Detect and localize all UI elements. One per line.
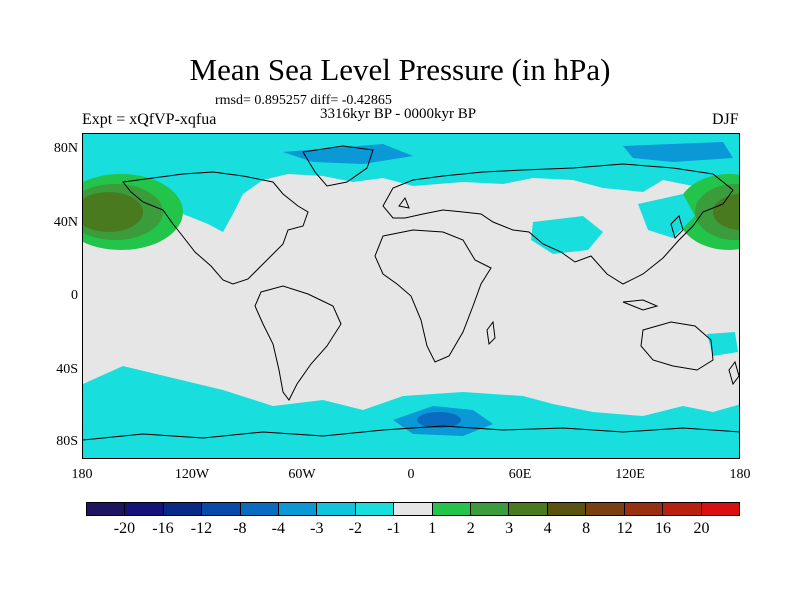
- north-pacific-high-west-core: [83, 192, 143, 232]
- africa-coast: [374, 229, 492, 363]
- australia-anomaly: [707, 332, 738, 356]
- colorbar-box: [163, 503, 203, 515]
- colorbar-label: 8: [582, 520, 591, 537]
- lon-label-120w: 120W: [174, 467, 210, 482]
- southern-ocean-anomaly: [83, 366, 739, 458]
- lon-label-120e: 120E: [615, 467, 645, 482]
- colorbar-box: [547, 503, 587, 515]
- colorbar-box: [701, 503, 739, 515]
- southern-ocean-anomaly-core: [417, 412, 461, 428]
- colorbar-box: [394, 503, 433, 515]
- arctic-anomaly-band: [83, 134, 739, 232]
- colorbar-box: [202, 503, 241, 515]
- colorbar-label: -3: [310, 520, 324, 537]
- experiment-label: Expt = xQfVP-xqfua: [82, 111, 217, 128]
- colorbar-box: [240, 503, 280, 515]
- colorbar-box: [432, 503, 472, 515]
- japan-coast: [670, 215, 684, 239]
- colorbar-box: [279, 503, 318, 515]
- colorbar-label: 4: [543, 520, 552, 537]
- new-zealand-coast: [728, 360, 739, 386]
- colorbar-label: -20: [113, 520, 136, 537]
- lon-label-180e: 180: [729, 467, 751, 482]
- colorbar-box: [586, 503, 625, 515]
- colorbar: [86, 502, 740, 516]
- colorbar-label: -8: [233, 520, 247, 537]
- madagascar-coast: [486, 320, 496, 346]
- season-label: DJF: [712, 111, 739, 128]
- colorbar-label: -12: [190, 520, 213, 537]
- period-text: 3316kyr BP - 0000kyr BP: [320, 106, 477, 122]
- eurasia-coast: [382, 163, 734, 285]
- lat-label-eq: 0: [71, 288, 78, 303]
- uk-coast: [398, 196, 410, 209]
- colorbar-label: 16: [655, 520, 672, 537]
- north-pacific-high-east-core: [713, 194, 739, 230]
- lon-label-60e: 60E: [508, 467, 532, 482]
- colorbar-label: 2: [466, 520, 475, 537]
- colorbar-box: [355, 503, 395, 515]
- pressure-anomaly-map: [83, 134, 739, 458]
- lon-label-0: 0: [407, 467, 415, 482]
- lon-label-60w: 60W: [288, 467, 316, 482]
- lon-label-180w: 180: [71, 467, 93, 482]
- colorbar-label: -2: [348, 520, 362, 537]
- antarctica-coast: [83, 425, 739, 441]
- lat-label-80n: 80N: [53, 141, 78, 156]
- asia-anomaly: [531, 216, 603, 254]
- colorbar-label: -1: [387, 520, 401, 537]
- colorbar-label: 12: [616, 520, 633, 537]
- indonesia-coast: [622, 299, 659, 311]
- east-asia-anomaly: [638, 194, 695, 238]
- coastlines: [83, 145, 739, 441]
- colorbar-label: -4: [271, 520, 285, 537]
- lat-label-40s: 40S: [56, 362, 78, 377]
- lat-label-80s: 80S: [56, 434, 78, 449]
- north-america-coast: [122, 171, 309, 285]
- colorbar-box: [125, 503, 164, 515]
- colorbar-box: [624, 503, 664, 515]
- greenland-coast: [302, 145, 374, 187]
- colorbar-box: [471, 503, 510, 515]
- arctic-anomaly-core: [283, 144, 413, 164]
- south-america-coast: [254, 285, 342, 401]
- colorbar-box: [663, 503, 702, 515]
- colorbar-label: 3: [505, 520, 514, 537]
- colorbar-box: [317, 503, 356, 515]
- colorbar-box: [509, 503, 548, 515]
- colorbar-label: -16: [152, 520, 174, 537]
- map-panel: [82, 133, 740, 459]
- australia-coast: [640, 321, 714, 371]
- lat-label-40n: 40N: [53, 215, 78, 230]
- colorbar-label: 20: [693, 520, 710, 537]
- stats-text: rmsd= 0.895257 diff= -0.42865: [215, 93, 392, 108]
- arctic-anomaly-core-east: [623, 142, 733, 162]
- colorbar-label: 1: [428, 520, 437, 537]
- chart-title: Mean Sea Level Pressure (in hPa): [189, 52, 611, 87]
- colorbar-box: [87, 503, 126, 515]
